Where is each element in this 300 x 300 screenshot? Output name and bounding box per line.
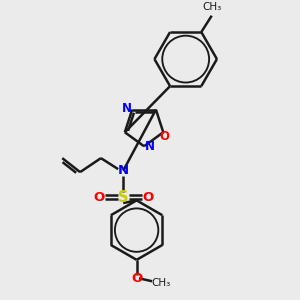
Text: O: O	[160, 130, 170, 143]
Text: S: S	[118, 190, 128, 205]
Text: N: N	[144, 140, 154, 153]
Text: O: O	[142, 191, 153, 204]
Text: N: N	[122, 102, 132, 115]
Text: N: N	[118, 164, 129, 177]
Text: CH₃: CH₃	[203, 2, 222, 12]
Text: CH₃: CH₃	[152, 278, 171, 288]
Text: O: O	[131, 272, 142, 285]
Text: O: O	[93, 191, 104, 204]
